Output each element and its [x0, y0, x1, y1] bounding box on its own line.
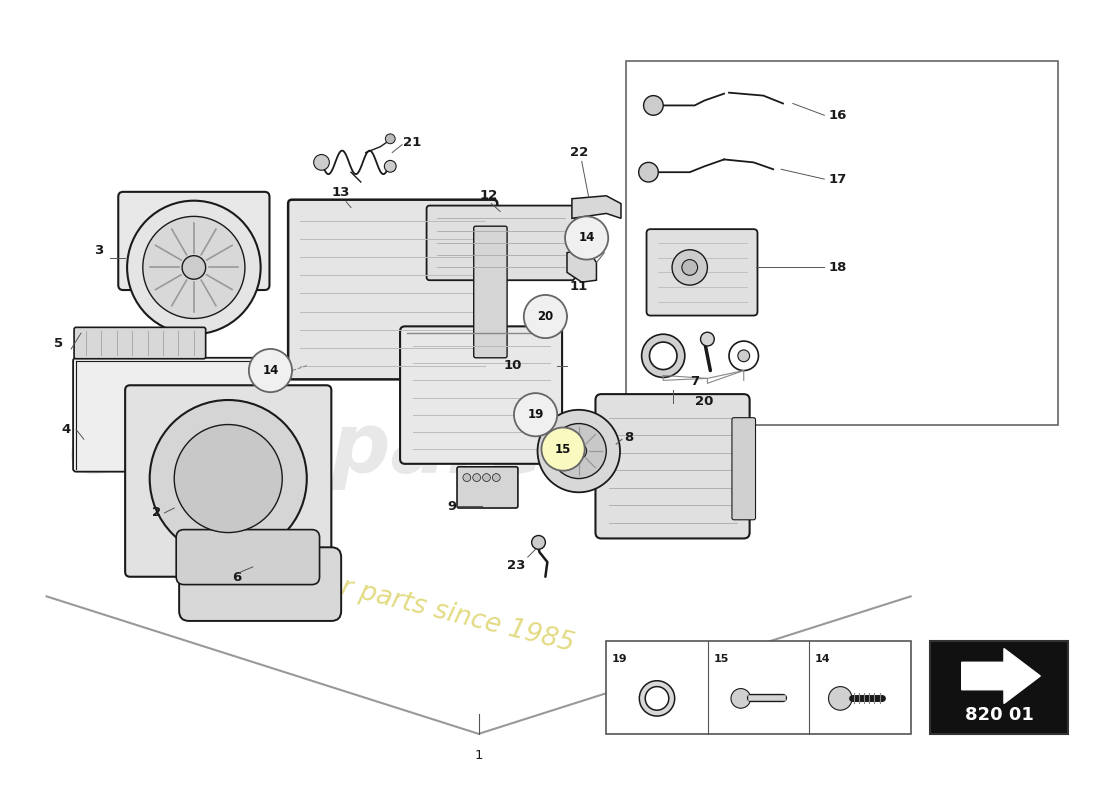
Text: eurospares: eurospares	[68, 409, 595, 490]
Bar	[606, 641, 911, 734]
Text: 7: 7	[690, 375, 700, 388]
Text: 9: 9	[447, 499, 456, 513]
Text: 8: 8	[624, 431, 634, 444]
FancyBboxPatch shape	[427, 206, 575, 280]
Circle shape	[128, 201, 261, 334]
Circle shape	[143, 216, 245, 318]
Text: 18: 18	[828, 261, 847, 274]
FancyBboxPatch shape	[125, 386, 331, 577]
Text: 23: 23	[507, 559, 526, 572]
Text: 15: 15	[554, 442, 571, 455]
Text: 11: 11	[570, 280, 587, 294]
FancyBboxPatch shape	[179, 547, 341, 621]
Text: 14: 14	[815, 654, 830, 664]
Circle shape	[531, 535, 546, 550]
Circle shape	[174, 425, 283, 533]
FancyBboxPatch shape	[73, 358, 265, 472]
Text: 16: 16	[828, 109, 847, 122]
Circle shape	[571, 443, 586, 459]
Text: 6: 6	[232, 571, 242, 584]
FancyBboxPatch shape	[647, 229, 758, 315]
Text: 20: 20	[537, 310, 553, 323]
Text: 820 01: 820 01	[965, 706, 1034, 724]
Circle shape	[524, 295, 567, 338]
FancyBboxPatch shape	[474, 226, 507, 358]
Text: 3: 3	[95, 244, 103, 258]
Text: a passion for parts since 1985: a passion for parts since 1985	[184, 535, 576, 657]
Text: 21: 21	[403, 136, 421, 150]
Circle shape	[541, 427, 585, 470]
Circle shape	[682, 259, 697, 275]
Text: 13: 13	[332, 186, 350, 198]
Circle shape	[565, 216, 608, 259]
Circle shape	[314, 154, 329, 170]
Circle shape	[828, 686, 852, 710]
Polygon shape	[961, 649, 1041, 703]
Circle shape	[701, 332, 714, 346]
FancyBboxPatch shape	[288, 200, 497, 379]
Text: 2: 2	[152, 506, 162, 519]
Polygon shape	[566, 248, 596, 282]
Text: 19: 19	[613, 654, 628, 664]
Text: 1: 1	[474, 749, 483, 762]
FancyBboxPatch shape	[732, 418, 756, 520]
Text: 17: 17	[828, 173, 846, 186]
FancyBboxPatch shape	[119, 192, 270, 290]
Circle shape	[538, 410, 620, 492]
Circle shape	[150, 400, 307, 557]
Circle shape	[644, 96, 663, 115]
Polygon shape	[572, 196, 621, 218]
Circle shape	[738, 350, 749, 362]
Circle shape	[483, 474, 491, 482]
Circle shape	[732, 689, 750, 708]
Circle shape	[514, 393, 558, 436]
Text: 15: 15	[714, 654, 729, 664]
Text: 22: 22	[570, 146, 587, 159]
Text: 14: 14	[579, 231, 595, 245]
Circle shape	[385, 134, 395, 144]
FancyBboxPatch shape	[400, 326, 562, 464]
Text: 5: 5	[54, 337, 64, 350]
Circle shape	[463, 474, 471, 482]
FancyBboxPatch shape	[595, 394, 749, 538]
Circle shape	[493, 474, 500, 482]
FancyBboxPatch shape	[74, 327, 206, 358]
Text: 12: 12	[480, 189, 497, 202]
Text: 20: 20	[695, 395, 714, 408]
FancyBboxPatch shape	[176, 530, 320, 585]
Circle shape	[672, 250, 707, 285]
Text: 10: 10	[504, 359, 522, 372]
Text: 19: 19	[527, 408, 543, 422]
Text: 4: 4	[62, 423, 72, 436]
Circle shape	[639, 162, 658, 182]
Circle shape	[473, 474, 481, 482]
Text: 14: 14	[262, 364, 278, 377]
Circle shape	[384, 161, 396, 172]
Circle shape	[551, 423, 606, 478]
Circle shape	[249, 349, 293, 392]
Bar	[626, 62, 1058, 425]
Circle shape	[183, 256, 206, 279]
FancyBboxPatch shape	[456, 466, 518, 508]
Bar	[931, 641, 1068, 734]
